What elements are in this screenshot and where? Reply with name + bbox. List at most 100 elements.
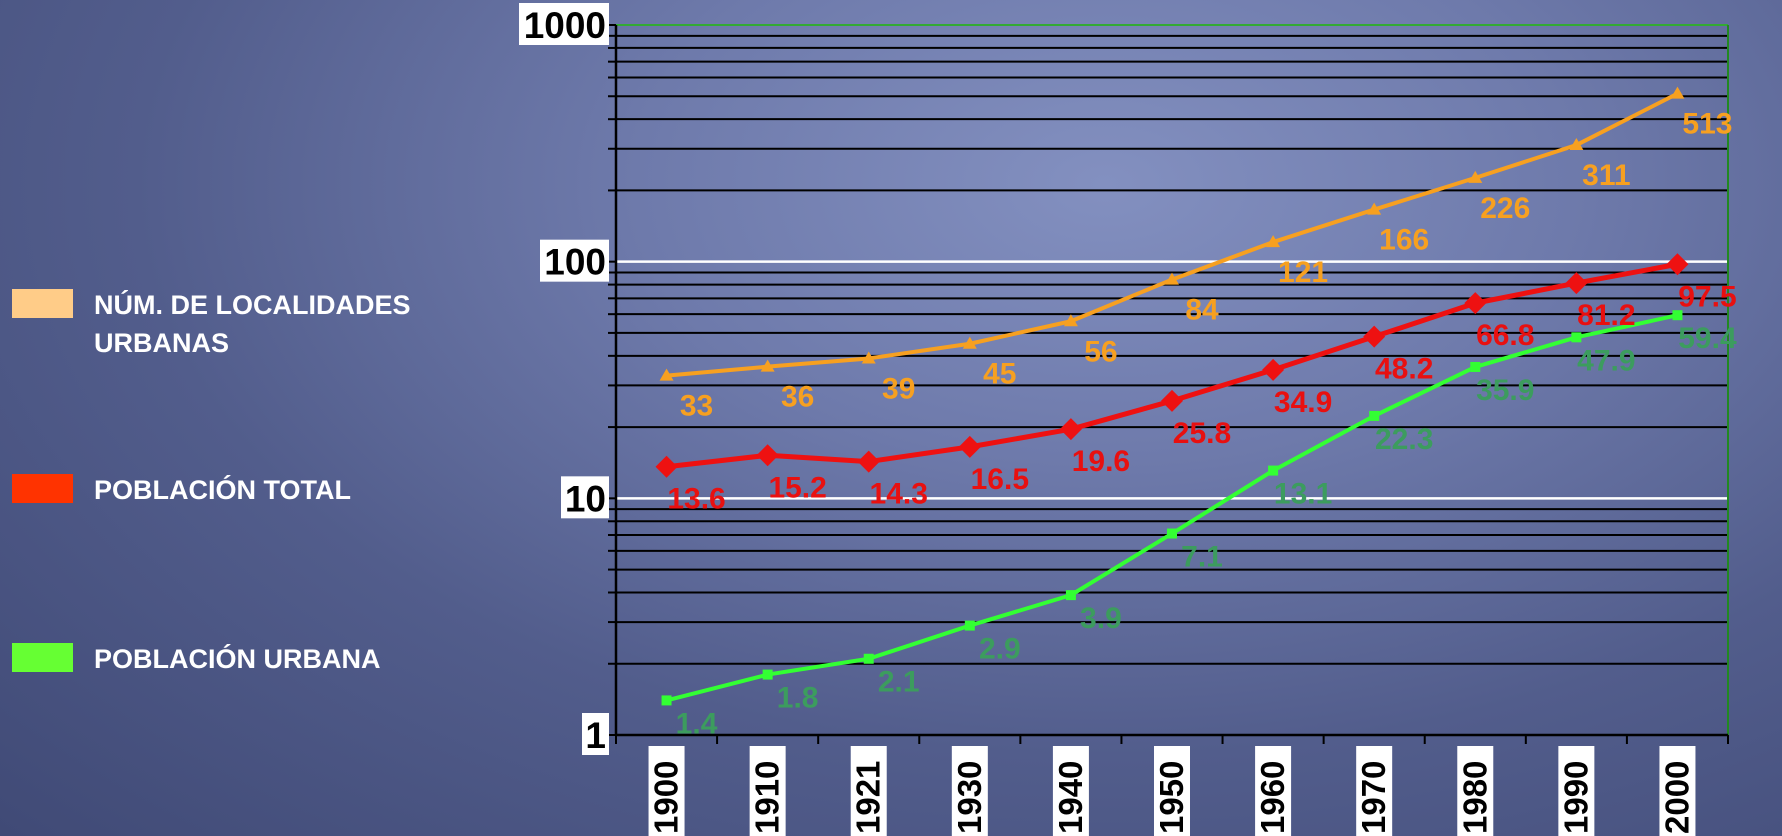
data-label: 39 (882, 372, 915, 405)
series-2 (655, 253, 1689, 478)
data-point (1565, 272, 1588, 295)
data-label: 34.9 (1274, 386, 1332, 419)
x-tick-label-1921: 1921 (850, 746, 887, 836)
data-label: 19.6 (1072, 445, 1130, 478)
data-point (760, 359, 775, 372)
axes (608, 24, 1729, 744)
data-point (1672, 310, 1683, 321)
y-tick-label-bg (540, 239, 609, 282)
data-point (1363, 325, 1386, 348)
y-tick-label-1000: 1000 (519, 3, 609, 46)
x-tick-label-text: 1930 (951, 761, 988, 834)
x-tick-label-text: 1990 (1557, 761, 1594, 834)
data-label: 7.1 (1181, 541, 1223, 574)
data-label: 1.4 (676, 707, 718, 740)
tick-labels: 1 10 100 1000 1900 1910 1921 1930 1940 1950 1960 19… (519, 3, 1696, 836)
data-label: 84 (1185, 294, 1219, 327)
x-tick-label-text: 1960 (1254, 761, 1291, 834)
legend-item-localidades: NÚM. DE LOCALIDADES URBANAS (12, 286, 494, 362)
data-point (958, 435, 981, 458)
y-tick-label-bg (582, 713, 609, 755)
data-label: 35.9 (1476, 374, 1534, 407)
chart-legend: NÚM. DE LOCALIDADES URBANAS POBLACIÓN TO… (0, 0, 480, 836)
data-point (1670, 86, 1685, 99)
y-tick-label-text: 1000 (524, 5, 606, 46)
data-label: 15.2 (768, 471, 826, 504)
legend-label-localidades: NÚM. DE LOCALIDADES URBANAS (94, 290, 411, 358)
data-label: 226 (1480, 192, 1530, 225)
x-tick-label-text: 1980 (1456, 761, 1493, 834)
data-label: 22.3 (1375, 423, 1433, 456)
data-point (1571, 332, 1582, 343)
x-tick-label-text: 1940 (1052, 761, 1089, 834)
y-tick-label-bg (519, 3, 609, 45)
data-point (1470, 361, 1481, 372)
x-tick-label-bg (749, 746, 786, 836)
x-tick-label-bg (951, 746, 988, 836)
legend-label-poblacion-total: POBLACIÓN TOTAL (94, 475, 351, 505)
data-point (659, 368, 674, 381)
data-label: 2.9 (979, 633, 1021, 666)
x-tick-label-1900: 1900 (648, 746, 685, 836)
data-label: 47.9 (1577, 344, 1635, 377)
data-point (1266, 235, 1281, 248)
data-label: 97.5 (1678, 280, 1736, 313)
x-tick-label-1990: 1990 (1557, 746, 1595, 836)
x-tick-label-text: 1900 (648, 761, 685, 834)
data-point (1065, 590, 1076, 601)
data-point (1262, 358, 1285, 381)
data-point (762, 669, 773, 680)
data-point (857, 450, 880, 473)
legend-swatch-localidades (12, 289, 73, 318)
data-point (1063, 314, 1078, 327)
x-tick-label-1940: 1940 (1052, 746, 1089, 836)
x-tick-label-text: 2000 (1658, 761, 1695, 834)
x-tick-label-bg (850, 746, 887, 836)
x-tick-label-1930: 1930 (951, 746, 988, 836)
data-point (1369, 410, 1380, 421)
data-point (861, 351, 876, 364)
series-1 (659, 86, 1685, 381)
data-point (1666, 253, 1689, 276)
data-point (1468, 170, 1483, 183)
legend-label-poblacion-urbana: POBLACIÓN URBANA (94, 644, 381, 674)
data-point (1569, 138, 1584, 151)
data-label: 1.8 (777, 682, 819, 715)
x-tick-label-text: 1970 (1355, 761, 1392, 834)
data-point (1161, 389, 1183, 412)
legend-swatch-poblacion-total (12, 474, 73, 503)
data-point (655, 455, 678, 478)
data-point (756, 444, 779, 467)
y-tick-label-text: 1 (585, 715, 606, 756)
legend-item-poblacion-urbana: POBLACIÓN URBANA (12, 640, 494, 678)
x-tick-label-bg (1255, 746, 1292, 836)
y-tick-label-text: 100 (544, 242, 606, 283)
x-tick-label-bg (1356, 746, 1393, 836)
data-point (661, 695, 672, 706)
data-label: 311 (1582, 159, 1630, 192)
data-point (1464, 292, 1487, 315)
x-tick-label-bg (1154, 746, 1190, 836)
data-point (1059, 418, 1082, 441)
x-tick-label-1980: 1980 (1456, 746, 1494, 836)
data-label: 121 (1278, 256, 1328, 289)
x-tick-label-bg (1457, 746, 1494, 836)
data-label: 45 (983, 358, 1016, 391)
data-label: 14.3 (870, 478, 928, 511)
data-label: 2.1 (878, 666, 920, 699)
data-label: 13.1 (1274, 478, 1332, 511)
data-label: 36 (781, 381, 814, 414)
data-label: 25.8 (1173, 417, 1231, 450)
x-tick-label-bg (1052, 746, 1089, 836)
x-tick-label-1950: 1950 (1153, 746, 1190, 836)
y-tick-label-100: 100 (540, 239, 609, 283)
x-tick-label-2000: 2000 (1658, 746, 1696, 836)
x-tick-label-bg (1659, 746, 1696, 836)
x-tick-label-1970: 1970 (1355, 746, 1393, 836)
data-point (1167, 528, 1177, 539)
x-tick-label-bg (648, 746, 685, 836)
data-label: 13.6 (667, 483, 725, 516)
legend-item-poblacion-total: POBLACIÓN TOTAL (12, 471, 494, 509)
x-tick-label-text: 1950 (1153, 761, 1190, 834)
data-label: 513 (1682, 108, 1732, 141)
